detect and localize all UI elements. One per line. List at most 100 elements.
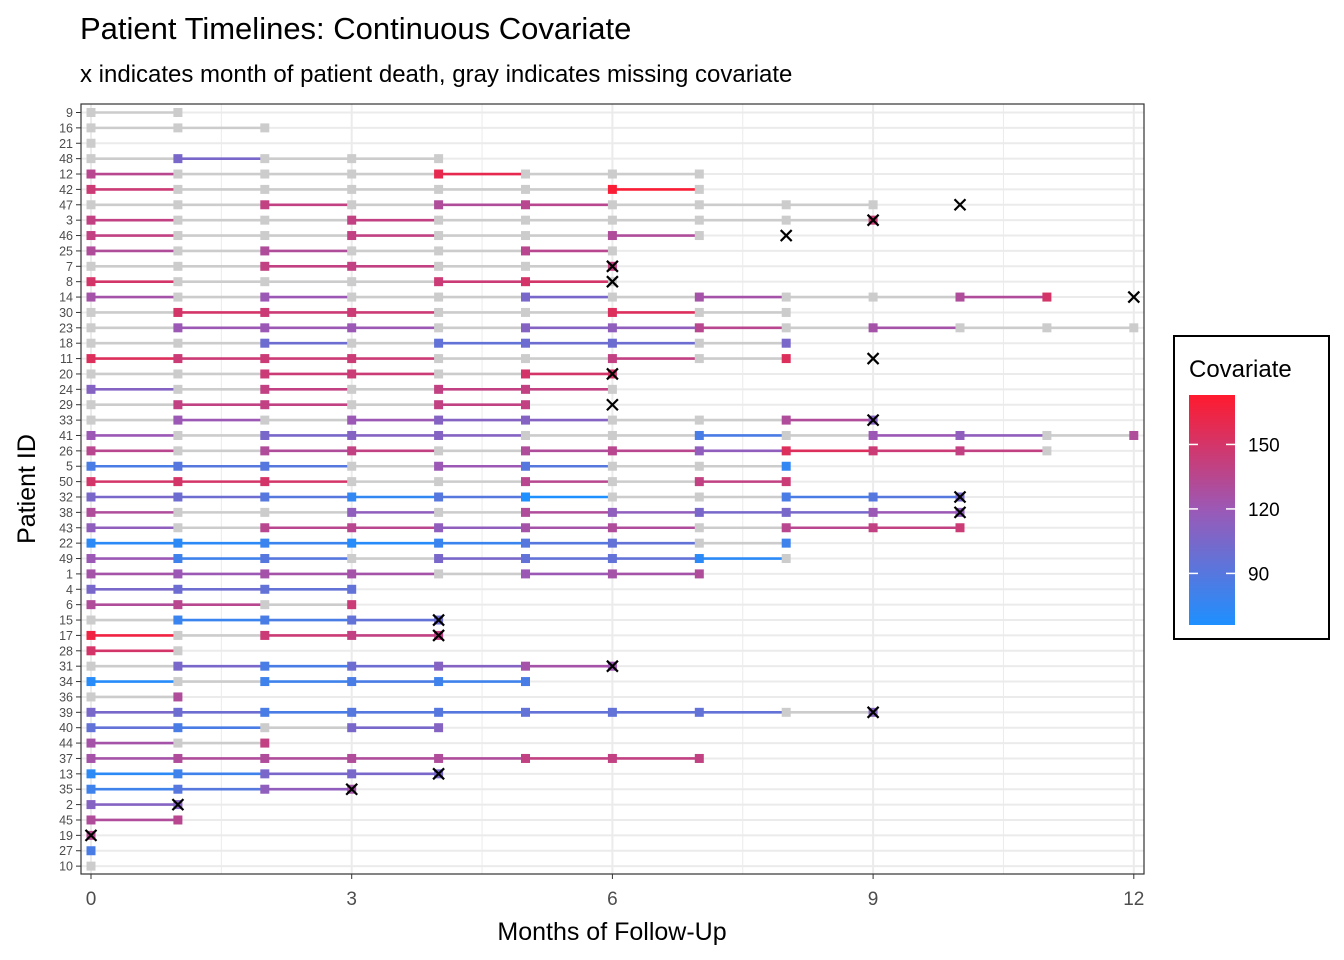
observation-point	[434, 554, 444, 564]
observation-point	[781, 707, 791, 717]
observation-point	[781, 446, 791, 456]
observation-point	[868, 446, 878, 456]
observation-point	[868, 523, 878, 533]
observation-point	[173, 277, 183, 287]
observation-point	[521, 184, 530, 194]
y-tick-label: 17	[59, 629, 73, 643]
patient-row-21	[86, 138, 96, 148]
death-marker	[345, 782, 358, 796]
observation-point	[260, 384, 270, 394]
observation-point	[607, 307, 617, 317]
observation-point	[347, 723, 357, 733]
observation-point	[260, 677, 270, 687]
observation-point	[521, 415, 530, 425]
observation-point	[86, 538, 96, 548]
x-tick-label: 9	[868, 889, 879, 910]
patient-row-23	[86, 323, 1139, 333]
observation-point	[260, 554, 270, 564]
death-marker	[953, 506, 967, 519]
y-tick-label: 6	[66, 598, 73, 612]
observation-point	[86, 277, 96, 287]
observation-point	[86, 753, 96, 763]
observation-point	[260, 738, 270, 748]
observation-point	[781, 415, 791, 425]
observation-point	[607, 338, 617, 348]
observation-point	[347, 415, 357, 425]
observation-point	[260, 461, 270, 471]
observation-point	[521, 661, 530, 671]
observation-point	[347, 323, 357, 333]
y-tick-label: 21	[59, 137, 73, 151]
observation-point	[173, 753, 183, 763]
x-tick-label: 3	[346, 889, 357, 910]
observation-point	[434, 569, 444, 579]
observation-point	[347, 677, 357, 687]
observation-point	[1129, 323, 1139, 333]
observation-point	[347, 307, 357, 317]
observation-point	[86, 692, 96, 702]
observation-point	[86, 723, 96, 733]
observation-point	[86, 477, 96, 487]
observation-point	[347, 338, 357, 348]
observation-point	[260, 246, 270, 256]
observation-point	[260, 477, 270, 487]
observation-point	[173, 323, 183, 333]
patient-row-46	[86, 229, 793, 242]
observation-point	[347, 215, 357, 225]
y-tick-label: 20	[59, 367, 73, 381]
y-tick-label: 16	[59, 121, 73, 135]
observation-point	[434, 400, 444, 410]
observation-point	[781, 215, 791, 225]
observation-point	[173, 215, 183, 225]
observation-point	[260, 784, 270, 794]
observation-point	[607, 184, 617, 194]
y-tick-label: 50	[59, 475, 73, 489]
observation-point	[434, 430, 444, 440]
observation-point	[521, 677, 530, 687]
observation-point	[694, 169, 704, 179]
observation-point	[260, 753, 270, 763]
observation-point	[694, 507, 704, 517]
observation-point	[434, 215, 444, 225]
y-tick-label: 48	[59, 152, 73, 166]
chart-title: Patient Timelines: Continuous Covariate	[80, 11, 631, 46]
observation-point	[173, 554, 183, 564]
y-tick-label: 10	[59, 860, 73, 874]
observation-point	[955, 292, 965, 302]
patient-row-32	[86, 490, 967, 504]
observation-point	[694, 753, 704, 763]
observation-point	[434, 415, 444, 425]
observation-point	[434, 154, 444, 164]
patient-row-33	[86, 413, 880, 427]
observation-point	[86, 800, 96, 810]
observation-point	[347, 523, 357, 533]
observation-point	[260, 415, 270, 425]
patient-row-40	[86, 723, 444, 733]
patient-row-7	[86, 260, 619, 273]
legend-colorbar	[1189, 395, 1235, 625]
patient-row-2	[86, 798, 185, 811]
observation-point	[173, 615, 183, 625]
observation-point	[86, 461, 96, 471]
observation-point	[347, 569, 357, 579]
observation-point	[521, 477, 530, 487]
observation-point	[173, 492, 183, 502]
death-marker	[953, 198, 967, 212]
y-tick-label: 34	[59, 675, 73, 689]
observation-point	[260, 584, 270, 594]
observation-point	[694, 554, 704, 564]
observation-point	[173, 538, 183, 548]
observation-point	[694, 184, 704, 194]
patient-row-50	[86, 477, 791, 487]
y-tick-label: 13	[59, 767, 73, 781]
x-axis: 0 3 6 9 12	[86, 874, 1144, 910]
observation-point	[86, 846, 96, 856]
observation-point	[260, 569, 270, 579]
observation-point	[347, 661, 357, 671]
observation-point	[694, 538, 704, 548]
observation-point	[521, 707, 530, 717]
observation-point	[260, 492, 270, 502]
observation-point	[86, 615, 96, 625]
y-tick-label: 36	[59, 690, 73, 704]
observation-point	[868, 492, 878, 502]
